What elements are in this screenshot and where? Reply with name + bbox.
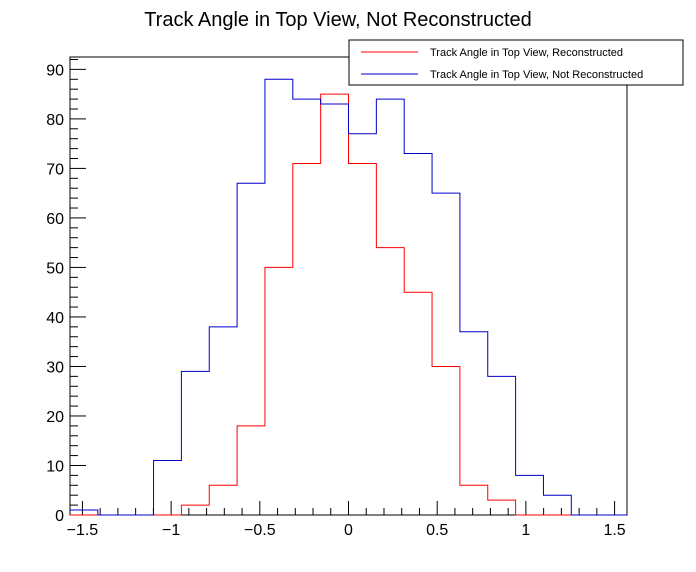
histogram-bin — [404, 154, 432, 515]
x-tick-label: 1.5 — [603, 522, 625, 539]
y-tick-label: 60 — [46, 211, 64, 228]
legend: Track Angle in Top View, Reconstructed Tr… — [348, 39, 684, 86]
histogram-bin — [70, 510, 98, 515]
y-tick-label: 10 — [46, 458, 64, 475]
legend-label: Track Angle in Top View, Reconstructed — [430, 47, 623, 59]
y-tick-label: 40 — [46, 310, 64, 327]
histogram-bin — [209, 327, 237, 515]
x-tick-label: −1 — [162, 522, 180, 539]
histogram-bin — [293, 99, 321, 515]
y-tick-label: 80 — [46, 112, 64, 129]
y-tick-label: 0 — [55, 508, 64, 525]
histogram-bin — [460, 332, 488, 515]
y-tick-label: 30 — [46, 359, 64, 376]
histogram-bin — [321, 104, 349, 515]
histogram-bin — [265, 79, 293, 515]
histogram-bin — [432, 193, 460, 515]
x-tick-label: −0.5 — [244, 522, 276, 539]
y-tick-label: 90 — [46, 62, 64, 79]
x-tick-label: 0.5 — [426, 522, 448, 539]
y-tick-label: 50 — [46, 260, 64, 277]
chart-title: Track Angle in Top View, Not Reconstruct… — [144, 9, 532, 31]
axis-ticks: −1.5 −1 −0.5 0 0.5 1 1.5 0 10 20 30 40 50 60 70 80 90 — [46, 58, 626, 539]
histogram-bin — [543, 495, 571, 515]
histogram-bin — [154, 461, 182, 515]
histogram-bin — [237, 183, 265, 515]
y-tick-label: 20 — [46, 409, 64, 426]
series-2 — [70, 78, 627, 516]
histogram-bin — [516, 475, 544, 515]
histogram-bin — [488, 376, 516, 515]
histogram-bin — [376, 99, 404, 515]
x-tick-label: 0 — [344, 522, 353, 539]
histogram-bin — [349, 134, 377, 515]
series-step-line — [70, 78, 627, 516]
series-layer — [70, 78, 627, 516]
x-tick-label: −1.5 — [67, 522, 99, 539]
x-tick-label: 1 — [521, 522, 530, 539]
legend-box — [348, 39, 684, 86]
legend-label: Track Angle in Top View, Not Reconstruct… — [430, 69, 643, 81]
y-tick-label: 70 — [46, 161, 64, 178]
histogram-bin — [181, 371, 209, 515]
